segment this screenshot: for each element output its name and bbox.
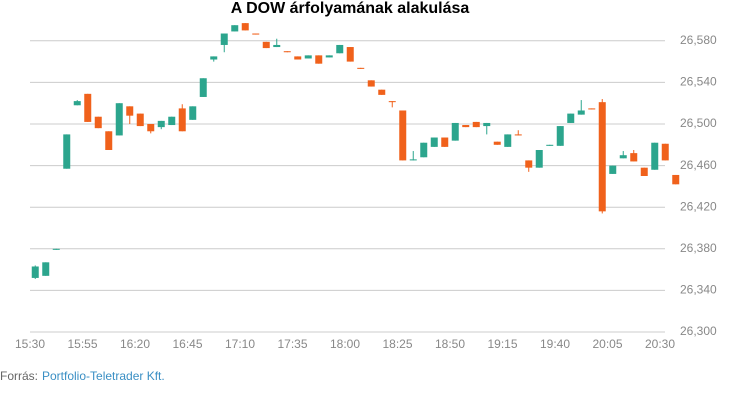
source-link[interactable]: Portfolio-Teletrader Kft. bbox=[42, 369, 165, 383]
candle-body bbox=[231, 25, 239, 32]
candle-body bbox=[577, 110, 585, 115]
candle-body bbox=[462, 125, 470, 128]
candle-body bbox=[346, 47, 354, 62]
candle-body bbox=[399, 110, 407, 161]
candle-body bbox=[630, 153, 638, 162]
y-tick-label: 26,460 bbox=[680, 158, 717, 172]
candle-body bbox=[661, 143, 669, 161]
candle-body bbox=[199, 78, 207, 97]
candle-body bbox=[493, 141, 501, 145]
y-tick-label: 26,500 bbox=[680, 116, 717, 130]
candle-body bbox=[336, 44, 344, 54]
candle-body bbox=[535, 150, 543, 168]
y-tick-label: 26,420 bbox=[680, 199, 717, 213]
candle-body bbox=[598, 102, 606, 212]
candle-body bbox=[546, 144, 554, 146]
y-tick-label: 26,580 bbox=[680, 33, 717, 47]
candle-body bbox=[609, 165, 617, 174]
candle-body bbox=[388, 101, 396, 103]
candle-body bbox=[126, 106, 134, 116]
source-label: Forrás: bbox=[0, 369, 38, 383]
candle-body bbox=[672, 174, 680, 185]
candle-body bbox=[619, 155, 627, 159]
x-tick-label: 17:10 bbox=[225, 337, 255, 351]
x-tick-label: 18:50 bbox=[435, 337, 465, 351]
candle-body bbox=[651, 142, 659, 170]
y-tick-label: 26,300 bbox=[680, 324, 717, 338]
x-tick-label: 16:45 bbox=[172, 337, 202, 351]
candle-body bbox=[378, 89, 386, 95]
x-tick-label: 19:40 bbox=[540, 337, 570, 351]
candle-body bbox=[283, 51, 291, 53]
candle-body bbox=[420, 142, 428, 158]
x-tick-label: 15:55 bbox=[67, 337, 97, 351]
candle-body bbox=[441, 137, 449, 147]
candle-body bbox=[63, 134, 71, 169]
x-tick-label: 16:20 bbox=[120, 337, 150, 351]
candle-body bbox=[273, 44, 281, 48]
candle-body bbox=[147, 124, 155, 132]
candle-body bbox=[483, 122, 491, 127]
candle-body bbox=[567, 113, 575, 123]
candle-body bbox=[178, 108, 186, 132]
candle-body bbox=[430, 137, 438, 147]
candle-body bbox=[294, 56, 302, 60]
candle-body bbox=[31, 266, 39, 278]
x-tick-label: 17:35 bbox=[277, 337, 307, 351]
x-tick-label: 19:15 bbox=[487, 337, 517, 351]
candle-body bbox=[136, 113, 144, 127]
candle-body bbox=[556, 126, 564, 146]
candle-body bbox=[472, 121, 480, 128]
candle-body bbox=[514, 134, 522, 136]
candle-body bbox=[42, 262, 50, 276]
candle-body bbox=[189, 106, 197, 120]
candle-body bbox=[525, 160, 533, 168]
candle-body bbox=[105, 131, 113, 150]
x-tick-label: 18:25 bbox=[382, 337, 412, 351]
candle-body bbox=[588, 108, 596, 110]
candle-body bbox=[210, 56, 218, 60]
x-tick-label: 18:00 bbox=[330, 337, 360, 351]
candle-body bbox=[84, 93, 92, 122]
x-tick-label: 20:30 bbox=[645, 337, 675, 351]
candle-body bbox=[315, 55, 323, 64]
candle-body bbox=[409, 159, 417, 161]
candle-body bbox=[357, 67, 365, 69]
candle-body bbox=[252, 33, 260, 35]
y-tick-label: 26,340 bbox=[680, 283, 717, 297]
candle-body bbox=[451, 122, 459, 141]
candle-body bbox=[640, 167, 648, 176]
candle-body bbox=[94, 116, 102, 129]
candle-body bbox=[52, 248, 60, 250]
y-tick-label: 26,380 bbox=[680, 241, 717, 255]
candle-body bbox=[168, 116, 176, 126]
y-tick-label: 26,540 bbox=[680, 75, 717, 89]
candle-body bbox=[220, 33, 228, 45]
candle-body bbox=[115, 103, 123, 136]
candle-body bbox=[304, 55, 312, 59]
candle-body bbox=[325, 55, 333, 58]
candle-body bbox=[157, 120, 165, 128]
chart-title: A DOW árfolyamának alakulása bbox=[231, 0, 470, 17]
candle-body bbox=[73, 101, 81, 106]
candle-body bbox=[262, 41, 270, 49]
x-tick-label: 20:05 bbox=[592, 337, 622, 351]
candle-body bbox=[504, 134, 512, 147]
candle-body bbox=[367, 80, 375, 87]
x-tick-label: 15:30 bbox=[15, 337, 45, 351]
candle-body bbox=[241, 23, 249, 31]
